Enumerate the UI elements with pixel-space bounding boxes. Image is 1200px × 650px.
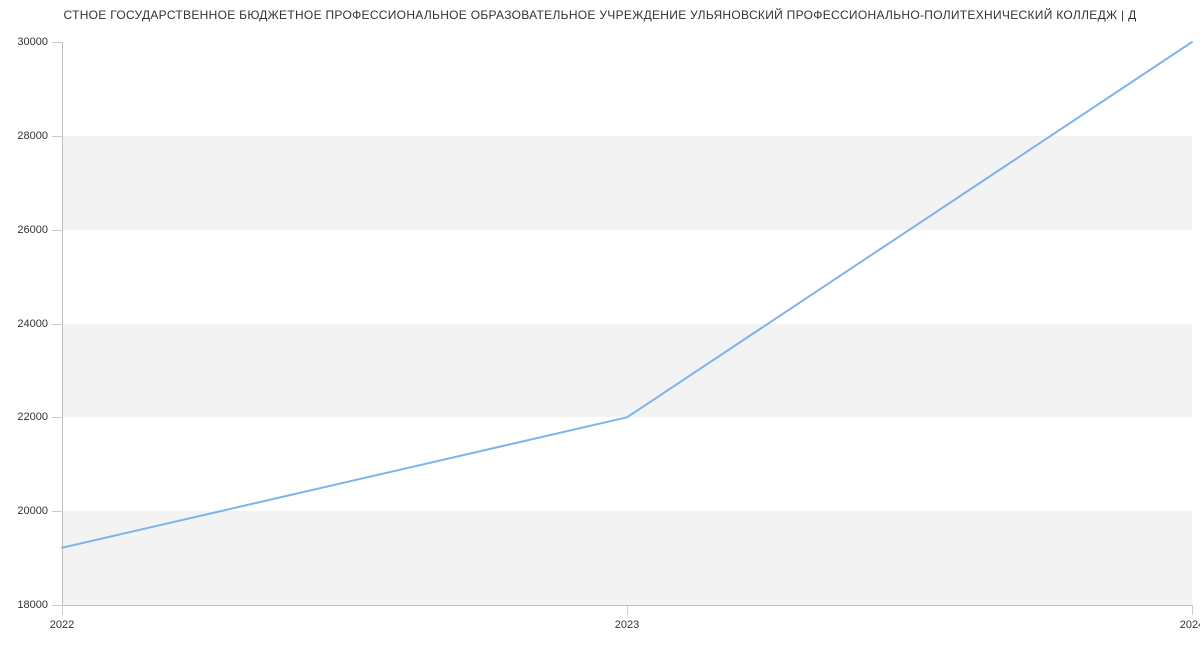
line-series — [62, 42, 1192, 605]
y-tick-label: 20000 — [0, 505, 48, 517]
y-tick-label: 22000 — [0, 411, 48, 423]
chart-title: СТНОЕ ГОСУДАРСТВЕННОЕ БЮДЖЕТНОЕ ПРОФЕССИ… — [0, 8, 1200, 22]
y-tick — [52, 417, 62, 418]
x-tick-label: 2023 — [615, 619, 639, 631]
y-tick-label: 24000 — [0, 318, 48, 330]
plot-area: 1800020000220002400026000280003000020222… — [62, 42, 1192, 605]
y-tick — [52, 511, 62, 512]
y-tick — [52, 136, 62, 137]
x-tick-label: 2024 — [1180, 619, 1200, 631]
y-tick-label: 28000 — [0, 130, 48, 142]
y-tick-label: 26000 — [0, 224, 48, 236]
y-tick — [52, 230, 62, 231]
x-tick-label: 2022 — [50, 619, 74, 631]
x-tick — [62, 605, 63, 615]
x-tick — [1192, 605, 1193, 615]
y-tick-label: 18000 — [0, 599, 48, 611]
y-tick — [52, 324, 62, 325]
x-tick — [627, 605, 628, 615]
y-tick — [52, 42, 62, 43]
y-tick-label: 30000 — [0, 36, 48, 48]
y-tick — [52, 605, 62, 606]
